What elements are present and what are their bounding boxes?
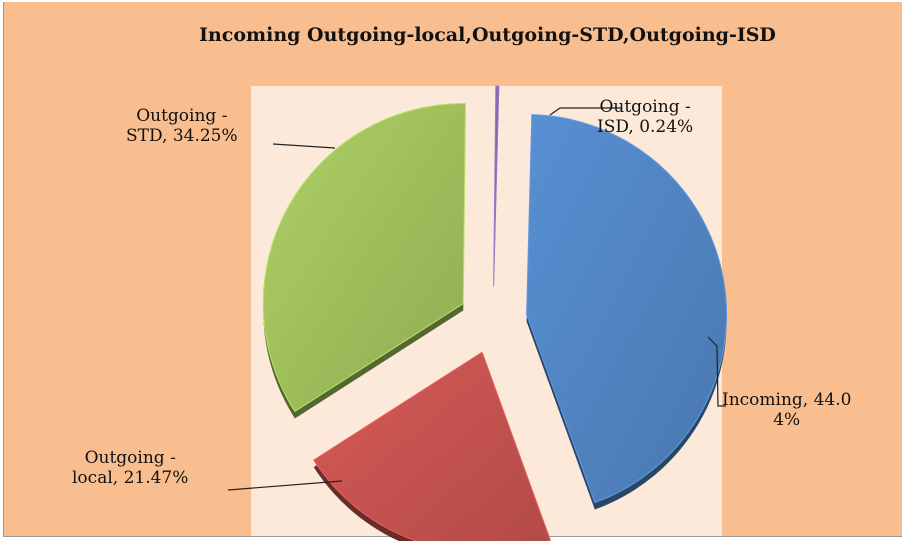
leader-line-incoming — [707, 336, 726, 407]
pie-slice-outgoing-isd — [493, 85, 500, 287]
slice-label-outgoing-std-line-1: Outgoing - — [136, 106, 228, 126]
slice-label-outgoing-local: Outgoing - local, 21.47% — [72, 448, 188, 488]
leader-line-outgoing-local — [227, 480, 343, 491]
slice-label-outgoing-local-line-2: local, 21.47% — [72, 468, 189, 488]
pie-slice-outgoing-local — [313, 351, 552, 541]
leader-line-outgoing-std — [272, 143, 336, 149]
slice-label-outgoing-std-line-2: STD, 34.25% — [126, 126, 238, 146]
slice-label-outgoing-local-line-1: Outgoing - — [84, 448, 176, 468]
slice-label-incoming: Incoming, 44.0 4% — [722, 390, 851, 430]
slice-label-outgoing-isd-line-1: Outgoing - — [599, 97, 691, 117]
pie-slice-incoming — [526, 114, 728, 504]
leader-line-outgoing-isd — [549, 107, 622, 116]
chart-title: Incoming Outgoing-local,Outgoing-STD,Out… — [199, 24, 776, 46]
slice-label-outgoing-isd: Outgoing - ISD, 0.24% — [597, 97, 693, 137]
pie-slice-outgoing-std — [262, 103, 466, 413]
slice-label-outgoing-std: Outgoing - STD, 34.25% — [126, 106, 238, 146]
slice-label-outgoing-isd-line-2: ISD, 0.24% — [597, 117, 694, 137]
slice-label-incoming-line-1: Incoming, 44.0 — [722, 390, 852, 410]
slice-label-incoming-line-2: 4% — [773, 410, 801, 430]
